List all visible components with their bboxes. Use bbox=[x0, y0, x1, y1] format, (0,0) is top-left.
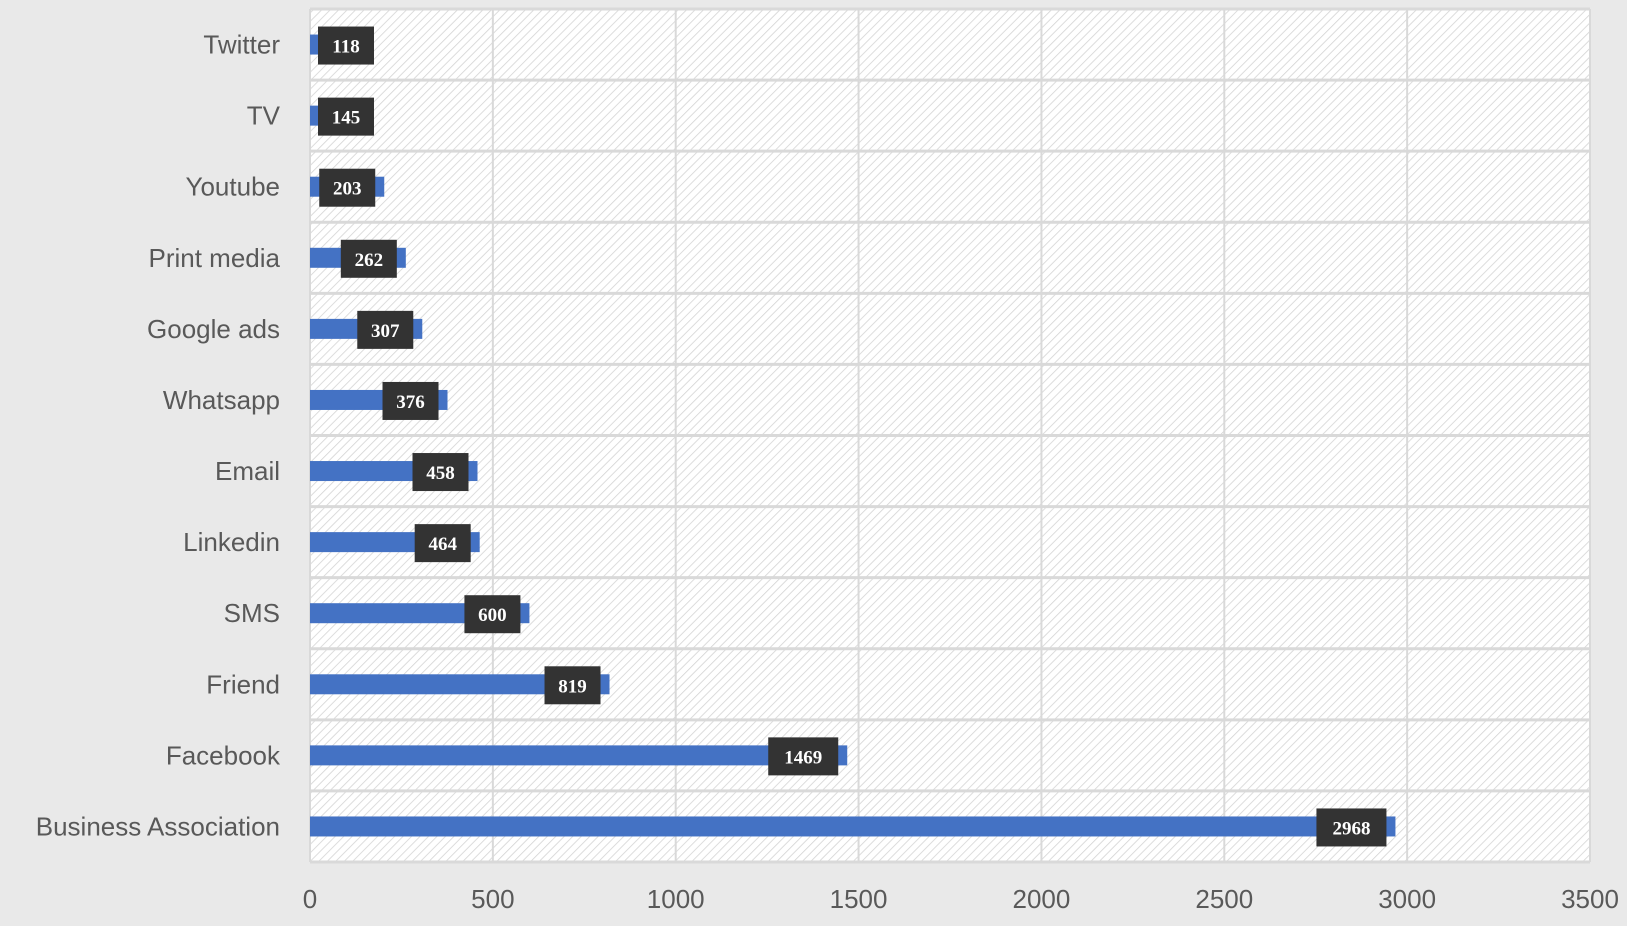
data-label: 1469 bbox=[784, 747, 822, 768]
x-tick-label: 3500 bbox=[1561, 884, 1619, 914]
category-label: SMS bbox=[224, 598, 280, 628]
x-tick-label: 1500 bbox=[830, 884, 888, 914]
gridlines bbox=[309, 7, 1591, 864]
data-label: 262 bbox=[355, 250, 384, 271]
category-label: Google ads bbox=[147, 314, 280, 344]
data-label: 2968 bbox=[1332, 818, 1370, 839]
bar bbox=[310, 745, 848, 766]
category-label: Youtube bbox=[186, 172, 280, 202]
data-labels: 118 145 203 262 307 376 458 464 600 819 1469 2968 bbox=[318, 26, 1387, 847]
bar bbox=[310, 674, 610, 695]
data-label-box bbox=[382, 381, 439, 420]
category-label: Business Association bbox=[36, 811, 280, 841]
data-label-box bbox=[464, 595, 521, 634]
data-label: 118 bbox=[332, 37, 359, 58]
data-label: 458 bbox=[426, 463, 455, 484]
data-label: 464 bbox=[428, 534, 457, 555]
data-label-box bbox=[414, 524, 471, 563]
x-tick-label: 1000 bbox=[647, 884, 705, 914]
data-label-box bbox=[318, 97, 374, 136]
data-label-box bbox=[1316, 808, 1387, 847]
x-tick-label: 500 bbox=[471, 884, 514, 914]
data-label-box bbox=[768, 737, 839, 776]
category-label: Print media bbox=[149, 243, 281, 273]
data-label: 307 bbox=[371, 321, 400, 342]
x-tick-label: 2500 bbox=[1195, 884, 1253, 914]
data-label-box bbox=[340, 239, 397, 278]
data-label: 203 bbox=[333, 179, 362, 200]
data-label-box bbox=[319, 168, 376, 207]
data-label-box bbox=[357, 310, 414, 349]
x-tick-label: 0 bbox=[303, 884, 317, 914]
data-label: 376 bbox=[396, 392, 425, 413]
data-label-box bbox=[318, 26, 374, 65]
category-label: Linkedin bbox=[183, 527, 280, 557]
category-label: Friend bbox=[206, 669, 280, 699]
x-tick-label: 3000 bbox=[1378, 884, 1436, 914]
data-label-box bbox=[544, 666, 601, 705]
data-label-box bbox=[412, 453, 469, 492]
data-label: 600 bbox=[478, 605, 507, 626]
category-axis: Twitter TV Youtube Print media Google ads Wha… bbox=[36, 30, 281, 842]
category-label: Email bbox=[215, 456, 280, 486]
value-axis: 0 500 1000 1500 2000 2500 3000 3500 bbox=[303, 884, 1619, 914]
x-tick-label: 2000 bbox=[1013, 884, 1071, 914]
data-label: 819 bbox=[558, 676, 587, 697]
category-label: Facebook bbox=[166, 740, 281, 770]
category-label: Whatsapp bbox=[163, 385, 280, 415]
category-label: Twitter bbox=[203, 30, 280, 60]
data-label: 145 bbox=[332, 108, 361, 129]
bar bbox=[310, 816, 1396, 837]
category-label: TV bbox=[247, 101, 281, 131]
